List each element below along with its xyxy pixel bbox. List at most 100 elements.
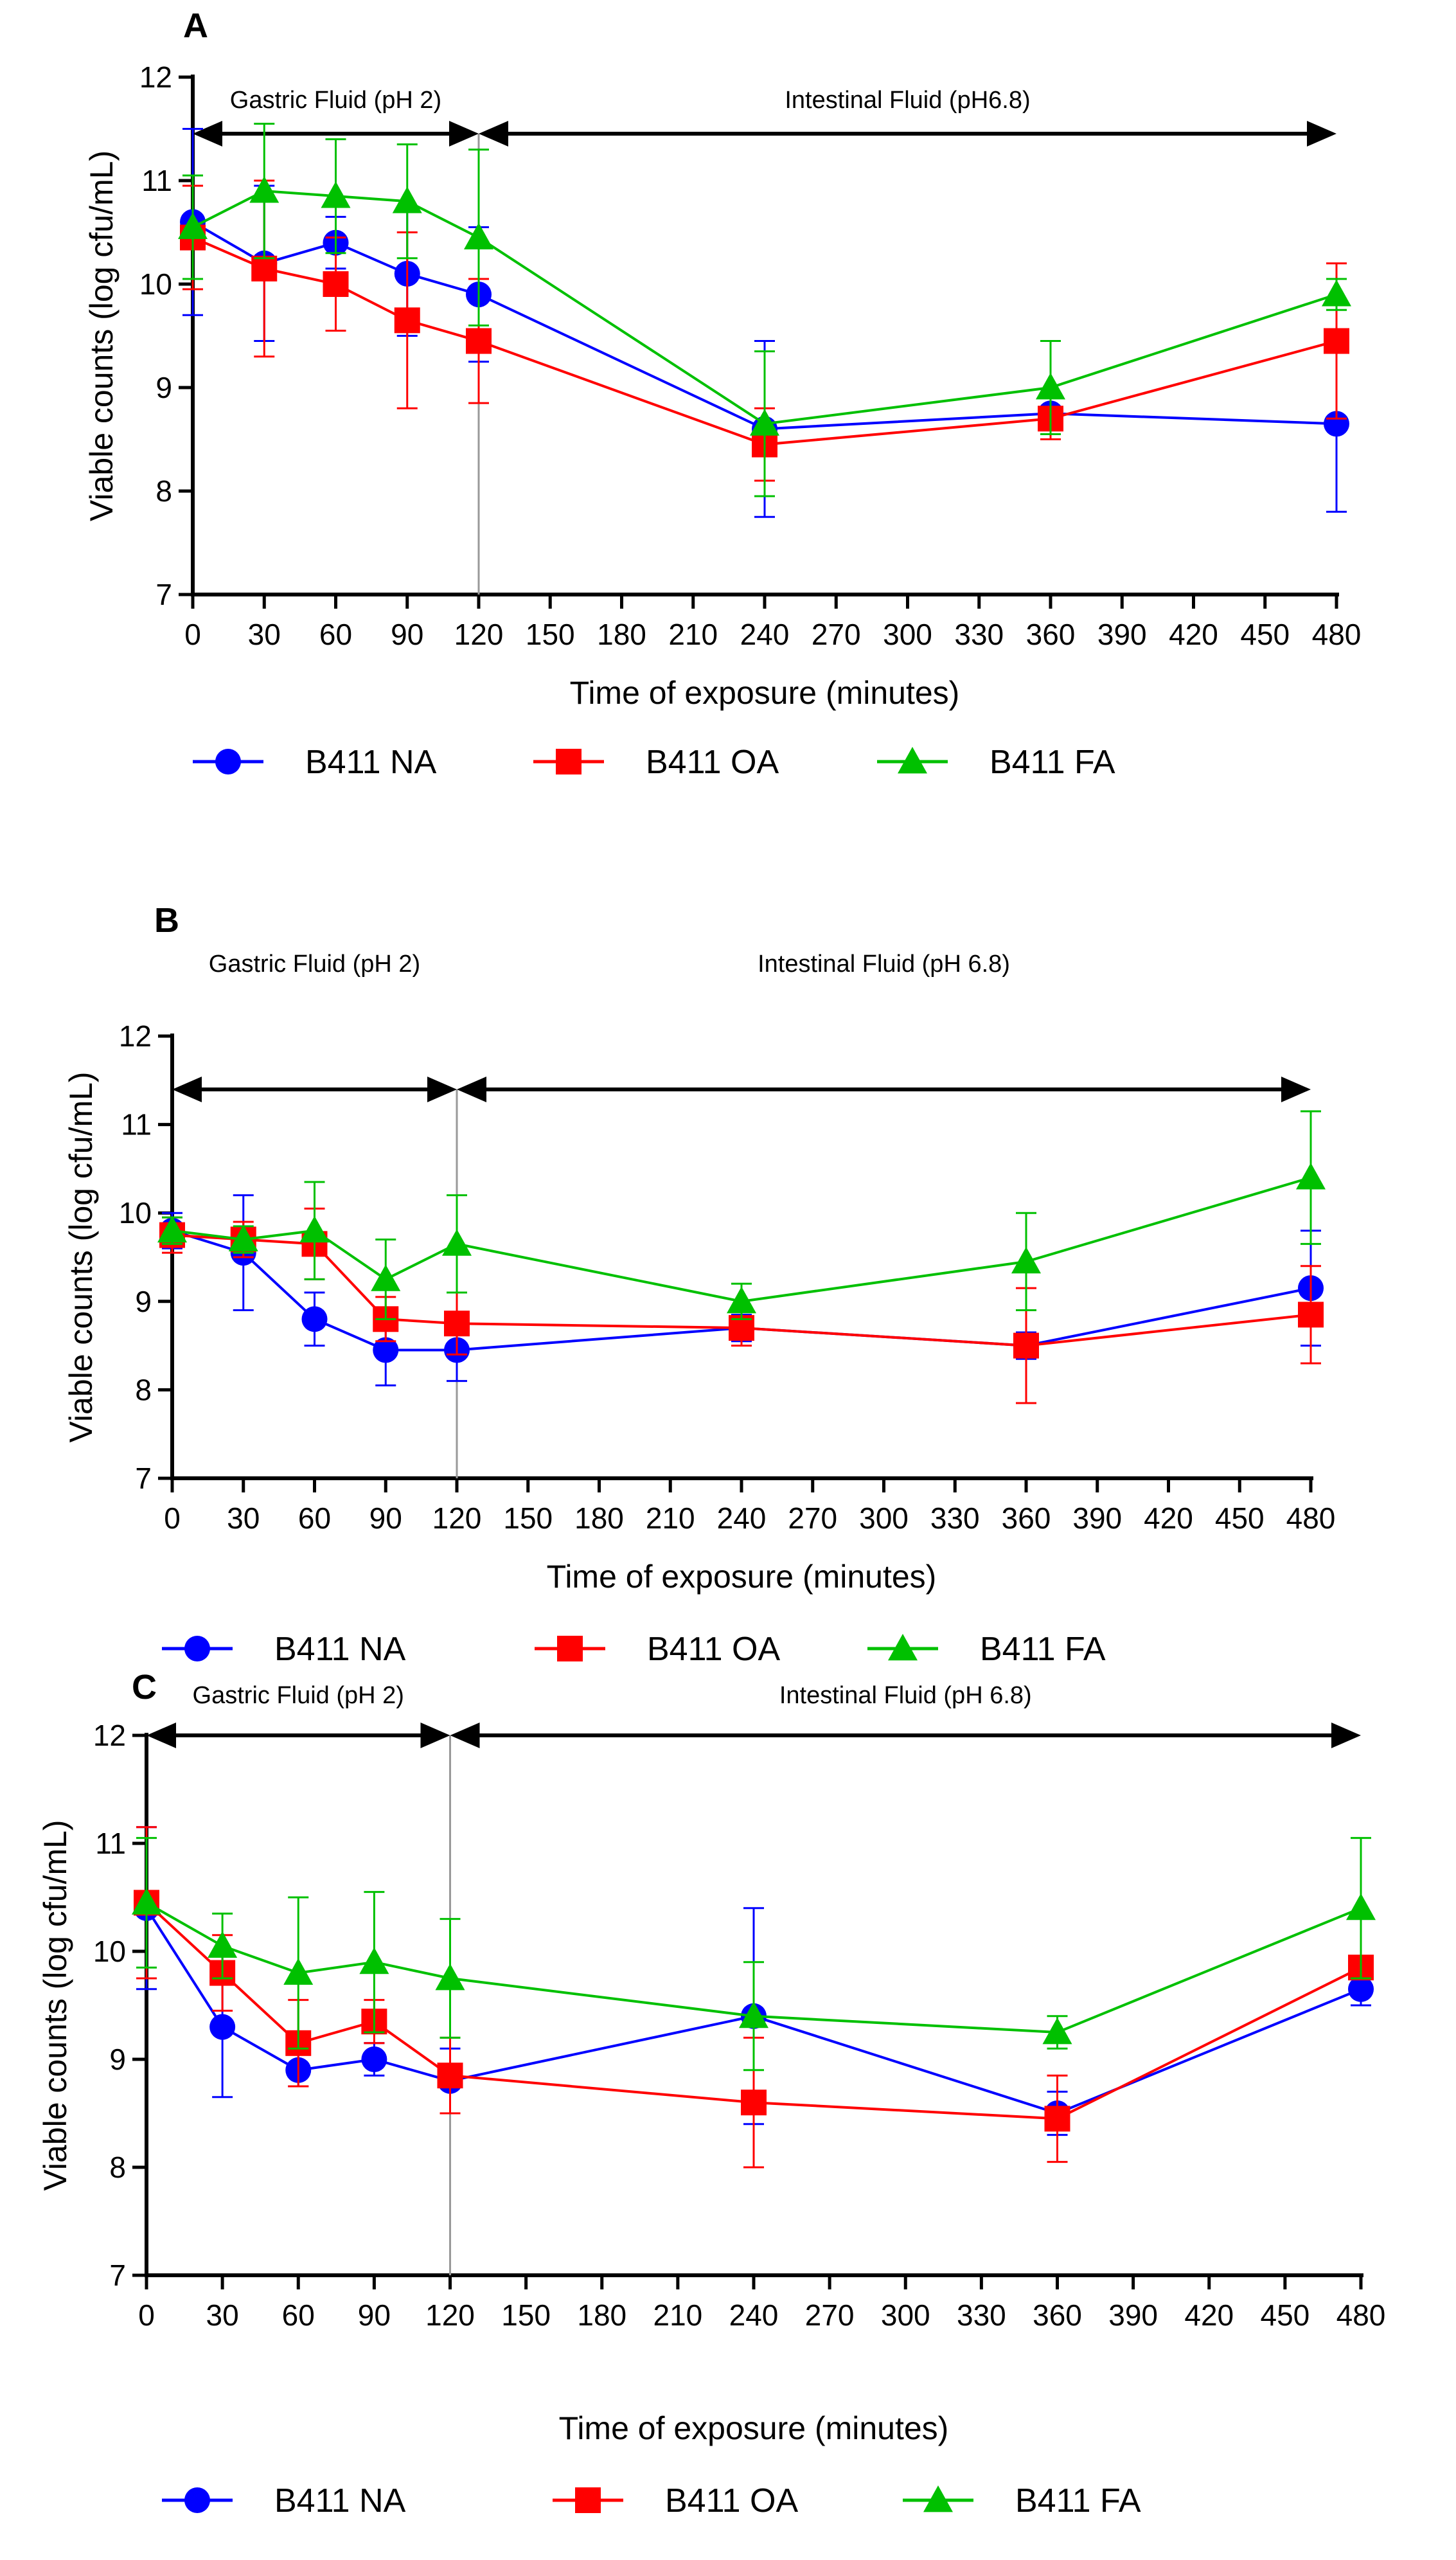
phase-arrow-head-right (1281, 1077, 1311, 1102)
legend-label: B411 NA (274, 1631, 406, 1668)
legend-marker (888, 1634, 918, 1661)
series-b411-fa (157, 1110, 1326, 1320)
data-point (741, 2090, 767, 2116)
data-point (727, 1286, 756, 1314)
y-tick-label: 7 (135, 1462, 152, 1495)
data-point (1044, 2106, 1070, 2132)
x-tick-label: 360 (1033, 2298, 1082, 2332)
data-point (228, 1224, 258, 1251)
data-point (283, 1958, 314, 1985)
data-point (750, 409, 779, 436)
y-tick-label: 10 (139, 267, 172, 301)
y-tick-label: 11 (141, 164, 172, 197)
phase-intestinal: Intestinal Fluid (pH 6.8) (450, 1682, 1361, 1748)
x-tick-label: 420 (1144, 1501, 1193, 1535)
y-tick-label: 12 (119, 1019, 152, 1053)
x-tick-label: 360 (1002, 1501, 1051, 1535)
data-point (392, 186, 422, 213)
y-tick-label: 11 (121, 1108, 152, 1141)
x-tick-label: 180 (574, 1501, 624, 1535)
legend-item-b411-na: B411 NA (162, 2482, 406, 2520)
data-point (359, 1947, 389, 1974)
data-point (466, 328, 492, 354)
x-tick-label: 330 (954, 618, 1004, 651)
y-tick-label: 8 (135, 1373, 152, 1406)
data-point (371, 1264, 401, 1291)
legend-marker (184, 1636, 210, 1661)
data-point (251, 255, 278, 282)
data-point (739, 2001, 768, 2028)
data-point (249, 176, 280, 203)
x-tick-label: 420 (1184, 2298, 1234, 2332)
phase-label: Gastric Fluid (pH 2) (230, 87, 441, 114)
phase-gastric: Gastric Fluid (pH 2) (172, 951, 457, 1102)
x-tick-label: 0 (164, 1501, 181, 1535)
x-tick-label: 120 (425, 2298, 475, 2332)
y-tick-label: 7 (109, 2259, 126, 2292)
panel-letter: B (154, 901, 179, 940)
x-tick-label: 0 (184, 618, 201, 651)
data-point (1013, 1332, 1039, 1359)
data-point (301, 1306, 328, 1332)
x-tick-label: 60 (319, 618, 352, 651)
phase-arrow-head-left (450, 1723, 480, 1748)
phase-label: Intestinal Fluid (pH 6.8) (758, 951, 1010, 978)
phase-arrow-head-left (193, 121, 222, 147)
x-tick-label: 150 (503, 1501, 553, 1535)
phase-arrow-head-right (449, 121, 479, 147)
x-tick-label: 180 (577, 2298, 626, 2332)
x-axis-title: Time of exposure (minutes) (547, 1559, 937, 1595)
data-point (178, 212, 208, 239)
x-tick-label: 300 (881, 2298, 930, 2332)
data-point (1322, 280, 1351, 307)
data-point (394, 307, 420, 334)
x-tick-label: 210 (653, 2298, 703, 2332)
data-point (1036, 373, 1065, 400)
x-tick-label: 390 (1108, 2298, 1158, 2332)
series-b411-fa (178, 122, 1351, 497)
data-point (435, 1964, 465, 1991)
legend-marker (898, 747, 927, 774)
phase-label: Gastric Fluid (pH 2) (193, 1682, 404, 1709)
y-tick-label: 10 (119, 1196, 152, 1230)
x-tick-label: 150 (526, 618, 575, 651)
y-tick-label: 8 (155, 474, 172, 508)
y-tick-label: 7 (155, 578, 172, 611)
x-tick-label: 90 (358, 2298, 391, 2332)
phase-label: Gastric Fluid (pH 2) (209, 951, 420, 978)
legend-item-b411-na: B411 NA (162, 1631, 406, 1668)
data-point (1042, 2018, 1072, 2045)
x-tick-label: 450 (1215, 1501, 1265, 1535)
data-point (1348, 1976, 1374, 2002)
data-point (1324, 328, 1349, 354)
x-tick-label: 390 (1072, 1501, 1122, 1535)
data-point (1296, 1163, 1326, 1190)
data-point (1298, 1302, 1324, 1328)
x-tick-label: 240 (729, 2298, 779, 2332)
data-point (323, 271, 349, 297)
legend-item-b411-oa: B411 OA (535, 1631, 780, 1668)
phase-arrow-head-right (427, 1077, 457, 1102)
x-tick-label: 240 (740, 618, 790, 651)
x-tick-label: 90 (369, 1501, 402, 1535)
x-tick-label: 270 (812, 618, 861, 651)
legend-label: B411 NA (305, 744, 437, 781)
legend-item-b411-fa: B411 FA (867, 1631, 1106, 1668)
data-point (1324, 411, 1349, 437)
x-tick-label: 450 (1240, 618, 1290, 651)
phase-label: Intestinal Fluid (pH6.8) (785, 87, 1030, 114)
y-axis-title: Viable counts (log cfu/mL) (37, 1820, 73, 2190)
legend-marker (557, 1636, 583, 1661)
x-tick-label: 180 (597, 618, 646, 651)
x-tick-label: 30 (248, 618, 281, 651)
data-point (299, 1215, 330, 1243)
legend-label: B411 FA (990, 744, 1115, 781)
x-tick-label: 150 (501, 2298, 551, 2332)
legend-label: B411 OA (665, 2482, 798, 2520)
panel-letter: C (132, 1668, 157, 1706)
y-tick-label: 11 (95, 1827, 126, 1860)
x-tick-label: 330 (957, 2298, 1006, 2332)
series-b411-fa (132, 1837, 1376, 2072)
phase-gastric: Gastric Fluid (pH 2) (193, 87, 479, 147)
